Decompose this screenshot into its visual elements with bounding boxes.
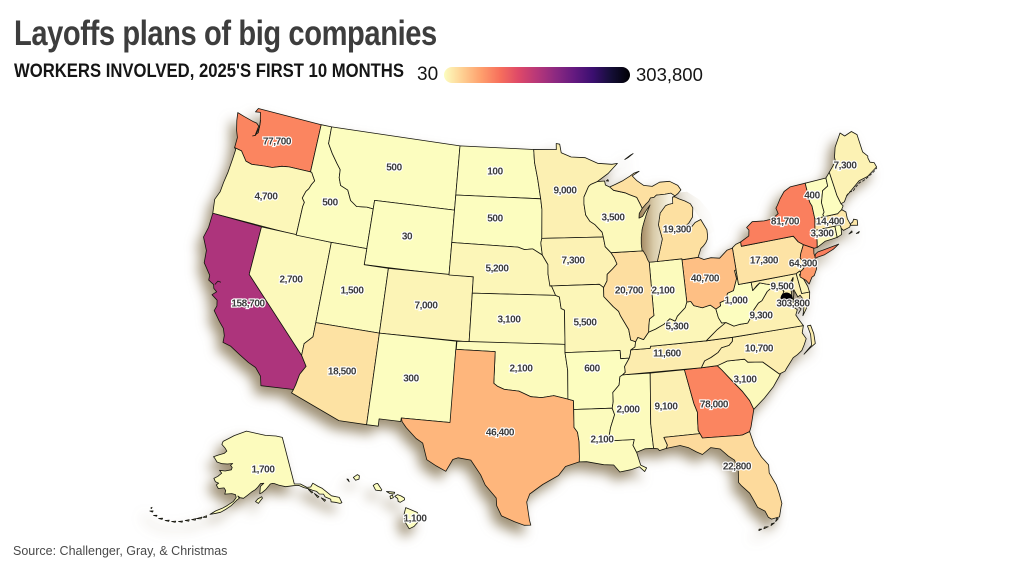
svg-text:5,500: 5,500 (573, 318, 597, 329)
svg-text:77,700: 77,700 (263, 137, 292, 148)
svg-text:9,500: 9,500 (770, 282, 794, 293)
svg-text:9,000: 9,000 (553, 186, 577, 197)
svg-text:600: 600 (584, 364, 600, 375)
svg-text:1,700: 1,700 (251, 465, 275, 476)
svg-text:2,100: 2,100 (651, 286, 675, 297)
svg-text:3,300: 3,300 (810, 229, 834, 240)
svg-text:1,100: 1,100 (403, 514, 427, 525)
svg-text:40,700: 40,700 (691, 274, 720, 285)
svg-text:303,800: 303,800 (776, 299, 810, 310)
svg-text:14,400: 14,400 (816, 217, 845, 228)
svg-text:18,500: 18,500 (328, 367, 357, 378)
svg-text:7,300: 7,300 (561, 256, 585, 267)
svg-text:100: 100 (487, 167, 503, 178)
svg-text:30: 30 (402, 232, 413, 243)
svg-text:81,700: 81,700 (771, 217, 800, 228)
svg-text:158,700: 158,700 (231, 299, 265, 310)
svg-text:78,000: 78,000 (700, 400, 729, 411)
svg-text:300: 300 (403, 374, 419, 385)
svg-text:500: 500 (322, 198, 338, 209)
svg-text:17,300: 17,300 (750, 256, 779, 267)
svg-text:1,000: 1,000 (724, 296, 748, 307)
svg-text:3,100: 3,100 (733, 375, 757, 386)
svg-text:4,700: 4,700 (254, 192, 278, 203)
svg-text:400: 400 (804, 191, 820, 202)
svg-text:46,400: 46,400 (486, 428, 515, 439)
svg-text:2,100: 2,100 (509, 364, 533, 375)
svg-text:3,100: 3,100 (497, 315, 521, 326)
svg-text:5,200: 5,200 (485, 264, 509, 275)
svg-text:500: 500 (386, 163, 402, 174)
svg-text:20,700: 20,700 (615, 286, 644, 297)
svg-text:22,800: 22,800 (723, 462, 752, 473)
svg-text:9,100: 9,100 (654, 402, 678, 413)
svg-text:9,300: 9,300 (749, 311, 773, 322)
svg-text:19,300: 19,300 (663, 225, 692, 236)
svg-text:2,100: 2,100 (590, 435, 614, 446)
svg-text:2,700: 2,700 (279, 275, 303, 286)
svg-text:10,700: 10,700 (745, 344, 774, 355)
svg-text:2,000: 2,000 (616, 405, 640, 416)
svg-text:7,000: 7,000 (414, 301, 438, 312)
svg-text:1,500: 1,500 (340, 286, 364, 297)
svg-text:11,600: 11,600 (653, 349, 681, 360)
svg-text:64,300: 64,300 (789, 259, 818, 270)
svg-text:7,300: 7,300 (833, 161, 857, 172)
svg-text:5,300: 5,300 (665, 322, 689, 333)
svg-text:3,500: 3,500 (601, 213, 625, 224)
svg-text:500: 500 (487, 214, 503, 225)
